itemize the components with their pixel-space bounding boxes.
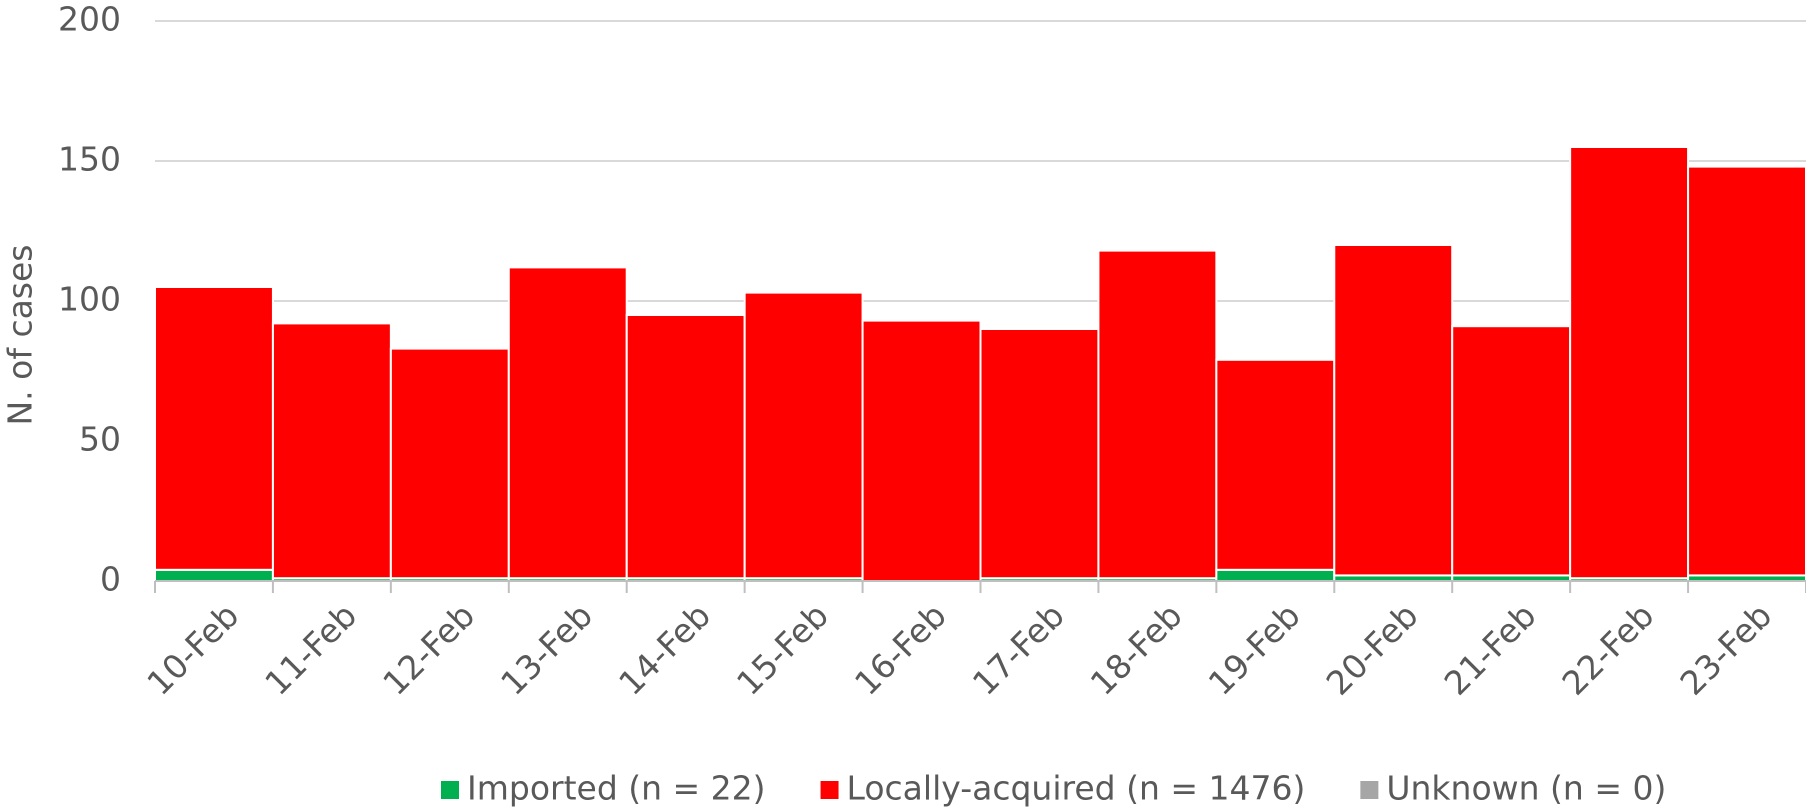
x-tick-label: 14-Feb: [611, 596, 718, 703]
bar-segment: [979, 328, 1100, 580]
bar-segment: [743, 291, 864, 580]
bar-segment: [389, 347, 510, 580]
legend-label: Locally-acquired (n = 1476): [847, 769, 1306, 808]
y-tick-label: 150: [58, 140, 121, 179]
x-tick-label: 10-Feb: [139, 596, 246, 703]
y-tick-label: 100: [58, 280, 121, 319]
x-tick-label: 20-Feb: [1319, 596, 1426, 703]
y-tick-label: 200: [58, 0, 121, 39]
x-tick-label: 16-Feb: [847, 596, 954, 703]
bar-segment: [1215, 568, 1336, 582]
x-tick-label: 13-Feb: [493, 596, 600, 703]
x-tick-label: 21-Feb: [1437, 596, 1544, 703]
y-tick-label: 0: [100, 560, 121, 599]
x-tick-label: 18-Feb: [1083, 596, 1190, 703]
y-axis-label: N. of cases: [1, 244, 40, 425]
x-tick-label: 17-Feb: [965, 596, 1072, 703]
bar-segment: [1215, 358, 1336, 571]
y-tick-label: 50: [79, 420, 121, 459]
x-tick-label: 22-Feb: [1554, 596, 1661, 703]
x-tick-label: 15-Feb: [729, 596, 836, 703]
x-tick-label: 19-Feb: [1201, 596, 1308, 703]
bar-segment: [154, 568, 274, 582]
bar-segment: [625, 314, 746, 580]
bar-segment: [1569, 146, 1690, 580]
bar-segment: [1333, 244, 1454, 577]
bar-segment: [507, 266, 628, 580]
legend-swatch: [1360, 781, 1379, 799]
legend-label: Unknown (n = 0): [1386, 769, 1666, 808]
legend-swatch: [441, 781, 459, 799]
x-tick-label: 12-Feb: [375, 596, 482, 703]
x-tick-label: 11-Feb: [257, 596, 364, 703]
bar-segment: [1097, 249, 1218, 580]
bar-segment: [1451, 325, 1572, 577]
bar-segment: [1687, 165, 1806, 577]
bar-segment: [154, 286, 274, 571]
legend-label: Imported (n = 22): [467, 769, 766, 808]
x-tick-label: 23-Feb: [1672, 596, 1779, 703]
bar-segment: [271, 322, 392, 580]
legend-swatch: [820, 781, 839, 799]
bar-segment: [861, 319, 982, 582]
